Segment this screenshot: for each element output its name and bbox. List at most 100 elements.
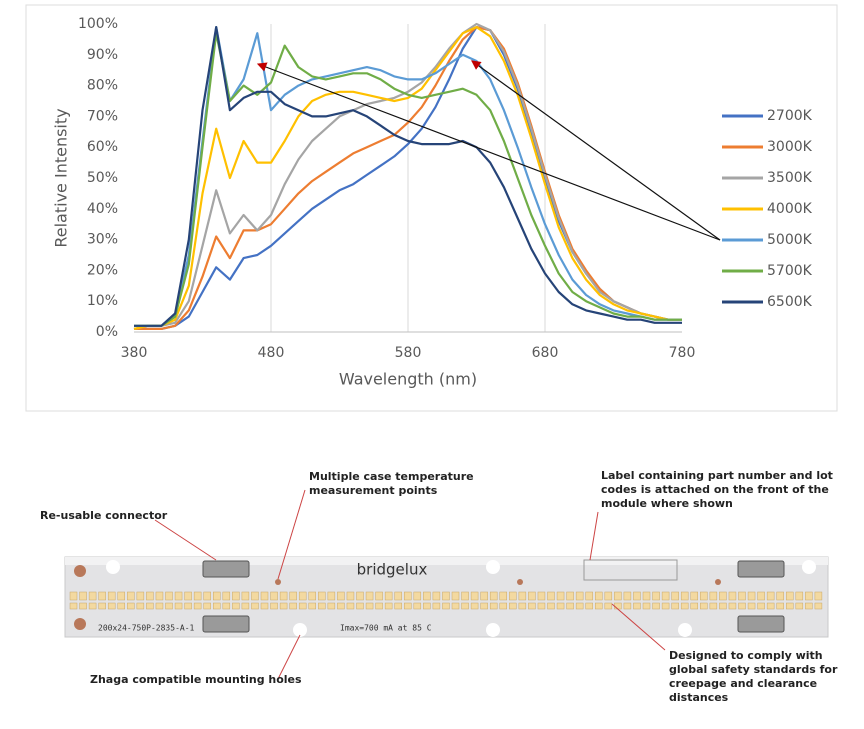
led <box>365 602 374 610</box>
rating: Imax=700 mA at 85 C <box>340 624 432 633</box>
brand: bridgelux <box>357 561 428 579</box>
led <box>814 591 823 601</box>
led <box>604 602 613 610</box>
led <box>451 591 460 601</box>
led <box>461 602 469 610</box>
led <box>766 591 775 601</box>
pad <box>74 618 86 630</box>
led <box>795 602 804 610</box>
led <box>642 602 651 610</box>
led <box>489 591 498 601</box>
led <box>88 591 97 601</box>
callout-line <box>277 489 306 580</box>
led <box>738 591 746 601</box>
led <box>690 602 698 610</box>
led <box>680 602 689 610</box>
led <box>174 602 183 610</box>
led <box>413 591 422 601</box>
annotation: creepage and clearance <box>669 677 817 690</box>
led <box>709 591 718 601</box>
led <box>738 602 746 610</box>
led <box>318 591 326 601</box>
led <box>537 591 546 601</box>
led <box>575 602 584 610</box>
led <box>98 591 106 601</box>
led <box>566 602 574 610</box>
annotation: measurement points <box>309 484 438 497</box>
legend-label: 2700K <box>767 108 813 124</box>
x-tick-label: 780 <box>669 345 696 361</box>
led <box>146 602 154 610</box>
led <box>356 591 364 601</box>
led <box>652 602 660 610</box>
led <box>232 602 240 610</box>
led <box>251 602 259 610</box>
connector <box>737 615 785 633</box>
led <box>289 602 297 610</box>
led <box>327 591 336 601</box>
y-tick-label: 80% <box>87 78 118 94</box>
annotation: Zhaga compatible mounting holes <box>90 673 302 686</box>
led <box>384 591 393 601</box>
y-tick-label: 60% <box>87 139 118 155</box>
annotation: Re-usable connector <box>40 509 168 522</box>
led <box>404 591 412 601</box>
hole <box>106 560 120 574</box>
led <box>117 602 125 610</box>
legend-label: 5700K <box>767 263 813 279</box>
led <box>518 602 527 610</box>
led <box>461 591 469 601</box>
led <box>79 591 87 601</box>
led <box>595 591 603 601</box>
led <box>155 591 164 601</box>
led <box>432 591 441 601</box>
led <box>566 591 574 601</box>
led <box>69 602 78 610</box>
led <box>575 591 584 601</box>
legend-label: 3500K <box>767 170 813 186</box>
led <box>88 602 97 610</box>
led <box>728 591 737 601</box>
tc-point <box>275 579 281 585</box>
plot: 380 480 580 680 780 0% 10% 20% 30% 40% 50% 60% 70% 80… <box>78 16 813 361</box>
led <box>680 591 689 601</box>
led <box>537 602 546 610</box>
tc-point <box>715 579 721 585</box>
y-tick-label: 50% <box>87 170 118 186</box>
led <box>270 591 278 601</box>
led <box>365 591 374 601</box>
series-line <box>134 26 682 330</box>
led <box>585 602 593 610</box>
x-axis-title: Wavelength (nm) <box>339 370 477 389</box>
led <box>193 602 202 610</box>
led <box>318 602 326 610</box>
led <box>423 602 431 610</box>
legend-label: 5000K <box>767 232 813 248</box>
led <box>308 602 316 610</box>
led <box>614 591 622 601</box>
led <box>165 602 173 610</box>
led <box>614 602 622 610</box>
led-row <box>69 591 823 610</box>
led <box>394 591 402 601</box>
led <box>451 602 460 610</box>
led <box>690 591 698 601</box>
led <box>556 591 565 601</box>
annotation: codes is attached on the front of the <box>601 483 829 496</box>
led <box>805 602 813 610</box>
led <box>260 591 269 601</box>
led <box>127 591 135 601</box>
led <box>432 602 441 610</box>
chart-frame <box>25 4 838 412</box>
connector <box>202 615 250 633</box>
led <box>241 602 250 610</box>
led <box>298 591 307 601</box>
led <box>595 602 603 610</box>
led <box>346 591 355 601</box>
led <box>203 591 211 601</box>
legend-label: 6500K <box>767 294 813 310</box>
led <box>528 591 536 601</box>
led <box>728 602 737 610</box>
led <box>480 602 488 610</box>
y-tick-label: 10% <box>87 293 118 309</box>
